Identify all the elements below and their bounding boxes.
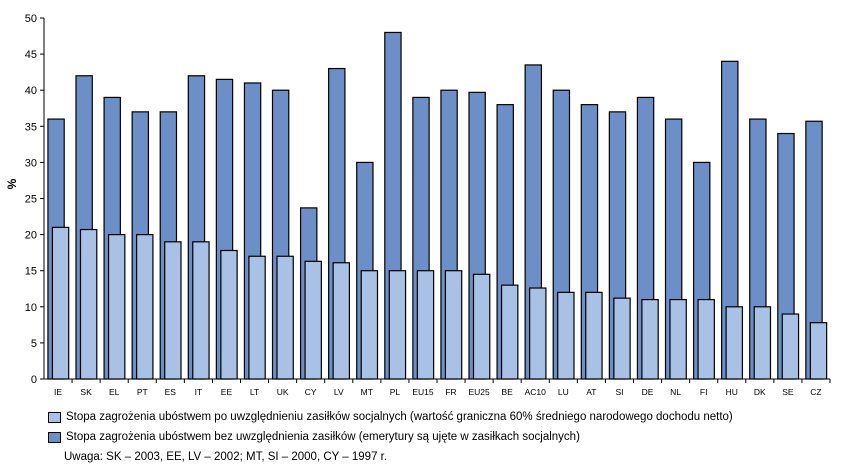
x-tick-label: EU25 xyxy=(468,387,490,397)
x-tick-label: PL xyxy=(390,387,401,397)
x-tick-label: EE xyxy=(221,387,233,397)
bar-with-benefits xyxy=(51,226,70,380)
bar-with-benefits xyxy=(192,241,210,380)
x-tick-label: LV xyxy=(334,387,344,397)
bar-with-benefits xyxy=(781,313,800,380)
x-tick-label: NL xyxy=(670,387,681,397)
x-tick-label: BE xyxy=(502,387,514,397)
bar-with-benefits xyxy=(529,287,547,380)
bar-chart: 0 5 10 15 20 25 30 35 40 45 50 % IE SK EL PT ES IT EE LT U… xyxy=(5,13,831,397)
y-tick-label: 30 xyxy=(25,157,37,169)
series-with-benefits xyxy=(51,226,828,380)
y-tick-label: 15 xyxy=(25,266,37,278)
legend-item-without-benefits: Stopa zagrożenia ubóstwem bez uwzględnie… xyxy=(48,430,580,444)
bar-with-benefits xyxy=(388,270,407,380)
y-axis-label: % xyxy=(5,178,19,189)
bar-with-benefits xyxy=(557,291,575,380)
x-tick-label: AC10 xyxy=(525,387,547,397)
x-tick-label: CY xyxy=(305,387,317,397)
x-tick-label: SK xyxy=(80,387,92,397)
x-tick-label: LU xyxy=(558,387,569,397)
bar-with-benefits xyxy=(248,255,266,380)
y-axis: 0 5 10 15 20 25 30 35 40 45 50 xyxy=(25,13,45,386)
x-tick-label: UK xyxy=(277,387,289,397)
x-tick-label: ES xyxy=(165,387,177,397)
x-tick-label: DE xyxy=(642,387,654,397)
x-tick-label: IT xyxy=(195,387,203,397)
x-tick-label: AT xyxy=(586,387,596,397)
legend-label-with-benefits: Stopa zagrożenia ubóstwem po uwzględnien… xyxy=(66,411,733,423)
bar-with-benefits xyxy=(613,297,631,380)
y-tick-label: 20 xyxy=(25,230,37,242)
bar-with-benefits xyxy=(753,306,772,380)
y-tick-label: 25 xyxy=(25,194,37,206)
bar-with-benefits xyxy=(107,234,126,380)
x-tick-label: DK xyxy=(754,387,766,397)
bar-with-benefits xyxy=(585,291,603,380)
bar-with-benefits xyxy=(809,322,828,380)
legend-swatch-without-benefits xyxy=(48,431,61,443)
y-tick-label: 35 xyxy=(25,121,37,133)
bar-with-benefits xyxy=(472,273,491,380)
y-tick-label: 10 xyxy=(25,302,37,314)
x-tick-label: PT xyxy=(137,387,148,397)
x-tick-label: HU xyxy=(726,387,738,397)
bar-with-benefits xyxy=(304,260,322,380)
bar-with-benefits xyxy=(79,228,98,380)
x-tick-label: EU15 xyxy=(412,387,434,397)
x-tick-label: CZ xyxy=(810,387,821,397)
bar-with-benefits xyxy=(444,270,463,380)
chart-note: Uwaga: SK – 2003, EE, LV – 2002; MT, SI … xyxy=(64,451,388,463)
bar-with-benefits xyxy=(276,255,294,380)
x-tick-label: EL xyxy=(109,387,120,397)
bar-with-benefits xyxy=(220,249,238,380)
bar-with-benefits xyxy=(669,298,687,380)
bar-with-benefits xyxy=(725,306,744,380)
y-tick-label: 45 xyxy=(25,49,37,61)
x-tick-label: SE xyxy=(782,387,794,397)
x-tick-label: FR xyxy=(445,387,456,397)
x-tick-label: LT xyxy=(250,387,259,397)
bar-with-benefits xyxy=(697,298,715,380)
x-tick-label: SI xyxy=(615,387,623,397)
y-tick-label: 0 xyxy=(31,374,37,386)
bar-with-benefits xyxy=(136,234,154,380)
x-axis: IE SK EL PT ES IT EE LT UK CY LV MT PL EU15 FR EU25 BE AC… xyxy=(44,378,831,397)
bar-with-benefits xyxy=(416,270,435,380)
bar-with-benefits xyxy=(164,241,182,380)
bar-with-benefits xyxy=(500,284,519,380)
x-tick-label: IE xyxy=(54,387,62,397)
legend-swatch-with-benefits xyxy=(48,411,61,423)
y-tick-label: 40 xyxy=(25,85,37,97)
x-tick-label: FI xyxy=(700,387,708,397)
bar-with-benefits xyxy=(332,262,351,380)
x-tick-label: MT xyxy=(361,387,373,397)
bar-with-benefits xyxy=(641,298,659,380)
legend-item-with-benefits: Stopa zagrożenia ubóstwem po uwzględnien… xyxy=(48,410,733,424)
y-tick-label: 5 xyxy=(31,338,37,350)
legend-label-without-benefits: Stopa zagrożenia ubóstwem bez uwzględnie… xyxy=(66,431,580,443)
y-tick-label: 50 xyxy=(25,13,37,25)
bar-with-benefits xyxy=(360,270,379,380)
